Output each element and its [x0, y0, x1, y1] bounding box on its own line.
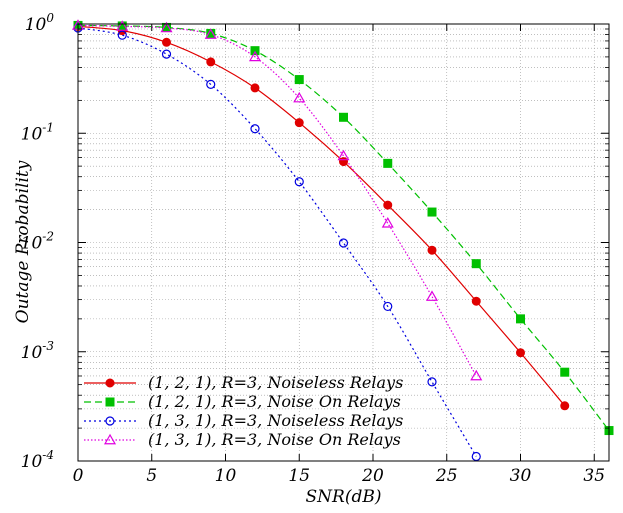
- y-tick-label: 10-4: [21, 448, 54, 472]
- data-point-series-1: [516, 348, 525, 358]
- data-point-series-2: [516, 314, 525, 324]
- grid: [78, 24, 609, 461]
- data-point-series-4: [160, 21, 173, 33]
- x-tick-label: 30: [510, 466, 532, 486]
- data-point-series-3: [427, 377, 437, 387]
- data-point-series-2: [560, 367, 570, 377]
- data-point-series-4: [248, 50, 262, 62]
- legend-label-2: (1, 2, 1), R=3, Noise On Relays: [148, 392, 401, 411]
- data-point-series-3: [338, 238, 349, 248]
- data-point-series-2: [206, 28, 216, 38]
- series-line-2: [78, 24, 609, 431]
- data-point-series-3: [250, 124, 260, 134]
- data-point-series-2: [339, 112, 348, 122]
- data-point-series-1: [427, 245, 437, 255]
- data-point-series-1: [471, 296, 481, 306]
- data-point-series-1: [383, 200, 393, 210]
- data-point-series-2: [117, 21, 127, 31]
- x-tick-label: 5: [146, 466, 157, 486]
- x-tick-label: 0: [73, 466, 84, 486]
- data-point-series-2: [471, 259, 481, 269]
- data-point-series-1: [162, 37, 171, 47]
- data-point-series-4: [470, 369, 483, 381]
- data-point-series-1: [206, 57, 216, 67]
- data-point-series-1: [294, 118, 304, 128]
- y-tick-label: 10-2: [21, 230, 54, 254]
- legend-marker-2: [105, 397, 115, 407]
- x-tick-label: 25: [435, 466, 458, 486]
- data-point-series-4: [204, 28, 217, 39]
- legend-label-3: (1, 3, 1), R=3, Noiseless Relays: [148, 411, 403, 430]
- legend-label-1: (1, 2, 1), R=3, Noiseless Relays: [148, 373, 403, 392]
- data-point-series-4: [116, 20, 129, 31]
- x-tick-label: 10: [215, 466, 237, 486]
- x-tick-label: 35: [583, 466, 605, 486]
- data-point-series-1: [250, 83, 260, 93]
- data-point-series-4: [381, 217, 394, 228]
- data-point-series-3: [117, 30, 127, 40]
- x-tick-label: 20: [361, 466, 384, 486]
- legend-marker-1: [105, 378, 115, 388]
- data-point-series-3: [471, 451, 481, 462]
- legend-label-4: (1, 3, 1), R=3, Noise On Relays: [148, 430, 401, 449]
- data-point-series-4: [293, 91, 306, 103]
- data-point-series-2: [162, 22, 171, 32]
- data-point-series-3: [294, 177, 304, 187]
- y-tick-label: 10-3: [21, 339, 55, 363]
- data-point-series-2: [294, 75, 304, 85]
- series-line-4: [78, 24, 477, 377]
- data-point-series-1: [560, 401, 570, 411]
- legend-marker-3: [105, 416, 115, 426]
- legend-marker-4: [103, 433, 117, 445]
- legend: (1, 2, 1), R=3, Noiseless Relays(1, 2, 1…: [84, 373, 403, 449]
- data-point-series-1: [339, 157, 348, 167]
- y-axis-title: Outage Probability: [13, 160, 33, 323]
- x-tick-label: 15: [288, 466, 310, 486]
- y-tick-label: 100: [25, 11, 55, 35]
- data-point-series-2: [383, 158, 393, 168]
- series-line-1: [78, 25, 566, 407]
- data-point-series-2: [250, 46, 260, 56]
- data-point-series-4: [425, 290, 439, 301]
- y-tick-label: 10-1: [21, 120, 54, 144]
- data-point-series-2: [427, 207, 437, 217]
- x-axis-title: SNR(dB): [306, 487, 382, 507]
- axis-ticks: 0 5 10 15 20 25 30 35 100 10-1 10-2 10-3 10-4: [21, 11, 609, 486]
- series-line-3: [78, 27, 477, 457]
- data-point-series-3: [206, 79, 216, 89]
- data-point-series-3: [383, 301, 393, 312]
- data-point-series-4: [337, 149, 350, 161]
- data-point-series-3: [161, 49, 172, 59]
